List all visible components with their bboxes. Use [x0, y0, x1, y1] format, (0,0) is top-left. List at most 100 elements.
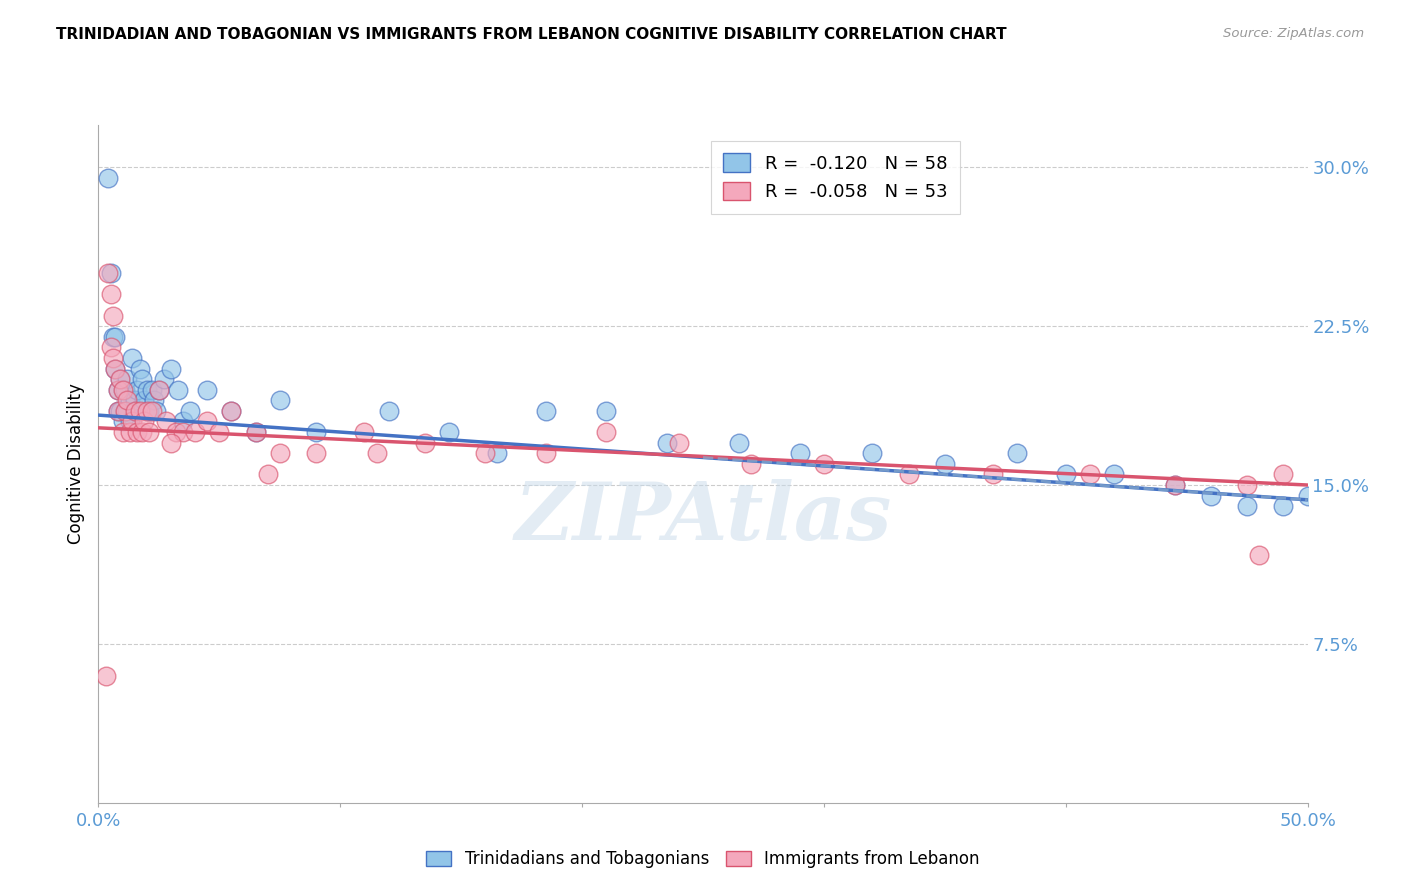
Point	[117, 393, 139, 408]
Point	[155, 415, 177, 429]
Point	[221, 404, 243, 418]
Point	[1272, 467, 1295, 482]
Point	[655, 435, 678, 450]
Point	[377, 404, 399, 418]
Point	[195, 415, 218, 429]
Text: Source: ZipAtlas.com: Source: ZipAtlas.com	[1223, 27, 1364, 40]
Point	[534, 404, 557, 418]
Point	[111, 383, 134, 397]
Point	[124, 404, 146, 418]
Point	[221, 404, 243, 418]
Point	[108, 372, 131, 386]
Point	[100, 266, 122, 280]
Point	[1078, 467, 1101, 482]
Point	[135, 404, 157, 418]
Point	[107, 404, 129, 418]
Point	[366, 446, 388, 460]
Point	[195, 383, 218, 397]
Legend: R =  -0.120   N = 58, R =  -0.058   N = 53: R = -0.120 N = 58, R = -0.058 N = 53	[710, 141, 960, 214]
Point	[981, 467, 1004, 482]
Point	[160, 435, 183, 450]
Point	[305, 425, 328, 439]
Point	[135, 383, 157, 397]
Point	[117, 372, 139, 386]
Point	[145, 404, 167, 418]
Point	[1199, 489, 1222, 503]
Point	[97, 170, 120, 185]
Point	[1007, 446, 1029, 460]
Point	[305, 446, 328, 460]
Point	[127, 383, 149, 397]
Point	[1054, 467, 1077, 482]
Point	[534, 446, 557, 460]
Point	[474, 446, 496, 460]
Point	[413, 435, 436, 450]
Point	[114, 383, 136, 397]
Text: TRINIDADIAN AND TOBAGONIAN VS IMMIGRANTS FROM LEBANON COGNITIVE DISABILITY CORRE: TRINIDADIAN AND TOBAGONIAN VS IMMIGRANTS…	[56, 27, 1007, 42]
Point	[134, 393, 156, 408]
Point	[1163, 478, 1185, 492]
Point	[114, 404, 136, 418]
Point	[179, 404, 201, 418]
Point	[595, 425, 617, 439]
Point	[789, 446, 811, 460]
Point	[118, 415, 141, 429]
Point	[208, 425, 231, 439]
Point	[167, 383, 190, 397]
Point	[1296, 489, 1319, 503]
Point	[141, 383, 163, 397]
Point	[128, 404, 150, 418]
Point	[143, 393, 166, 408]
Point	[100, 340, 122, 354]
Point	[134, 415, 156, 429]
Point	[97, 266, 120, 280]
Point	[256, 467, 278, 482]
Point	[121, 415, 143, 429]
Point	[104, 361, 127, 376]
Point	[269, 446, 291, 460]
Point	[486, 446, 509, 460]
Point	[94, 669, 117, 683]
Point	[121, 351, 143, 365]
Point	[100, 287, 122, 301]
Point	[118, 393, 141, 408]
Point	[184, 425, 207, 439]
Point	[114, 404, 136, 418]
Point	[111, 425, 134, 439]
Point	[353, 425, 375, 439]
Point	[107, 383, 129, 397]
Point	[108, 372, 131, 386]
Point	[127, 425, 149, 439]
Point	[101, 330, 124, 344]
Legend: Trinidadians and Tobagonians, Immigrants from Lebanon: Trinidadians and Tobagonians, Immigrants…	[420, 844, 986, 875]
Point	[1236, 478, 1258, 492]
Point	[148, 383, 170, 397]
Point	[101, 309, 124, 323]
Point	[934, 457, 956, 471]
Point	[172, 425, 194, 439]
Y-axis label: Cognitive Disability: Cognitive Disability	[66, 384, 84, 544]
Point	[172, 415, 194, 429]
Point	[813, 457, 835, 471]
Point	[108, 404, 131, 418]
Point	[1249, 548, 1271, 562]
Point	[668, 435, 690, 450]
Point	[1236, 500, 1258, 514]
Point	[107, 383, 129, 397]
Point	[160, 361, 183, 376]
Text: ZIPAtlas: ZIPAtlas	[515, 479, 891, 557]
Point	[111, 383, 134, 397]
Point	[117, 404, 139, 418]
Point	[104, 361, 127, 376]
Point	[860, 446, 883, 460]
Point	[131, 425, 153, 439]
Point	[897, 467, 920, 482]
Point	[152, 372, 174, 386]
Point	[128, 361, 150, 376]
Point	[131, 372, 153, 386]
Point	[1102, 467, 1125, 482]
Point	[138, 425, 160, 439]
Point	[1163, 478, 1185, 492]
Point	[124, 404, 146, 418]
Point	[245, 425, 267, 439]
